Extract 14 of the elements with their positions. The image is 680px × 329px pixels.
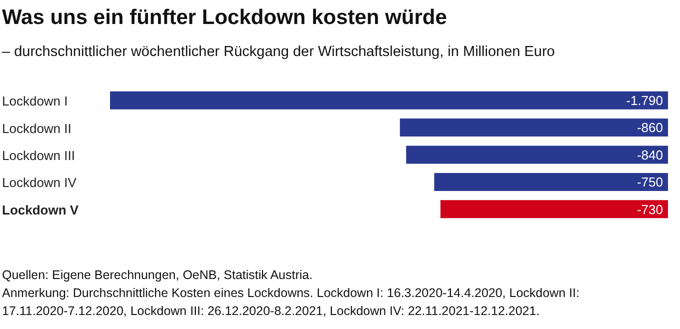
chart-subtitle: – durchschnittlicher wöchentlicher Rückgang der Wirtschaftsleistung, in Millionen Euro [2,44,555,60]
data-label: -1.790 [626,92,663,108]
chart-title: Was uns ein fünfter Lockdown kosten würde [2,6,447,30]
text: Anmerkung: Durchschnittliche Kosten eines Lockdowns. Lockdown I: 16.3.2020-14.4.2020, Lockdown II: 17.11.2020-7.12.2020, Lockdown III: 26.12.2020-8.2.2021, Lockdown IV: 22.11.2021-12.12.2021. [2,285,580,320]
y-tick-label: Lockdown IV [2,175,77,190]
data-label: -860 [636,120,663,136]
y-tick-label: Lockdown V [2,202,79,218]
y-tick-label: Lockdown II [2,120,72,136]
y-tick-label: Lockdown I [2,94,68,109]
y-tick-label: Lockdown III [2,148,75,163]
data-label: -840 [636,147,663,162]
data-label: -750 [636,174,663,190]
source-note: Quellen: Eigene Berechnungen, OeNB, Statistik Austria. [2,267,314,284]
data-label: -730 [636,202,663,217]
